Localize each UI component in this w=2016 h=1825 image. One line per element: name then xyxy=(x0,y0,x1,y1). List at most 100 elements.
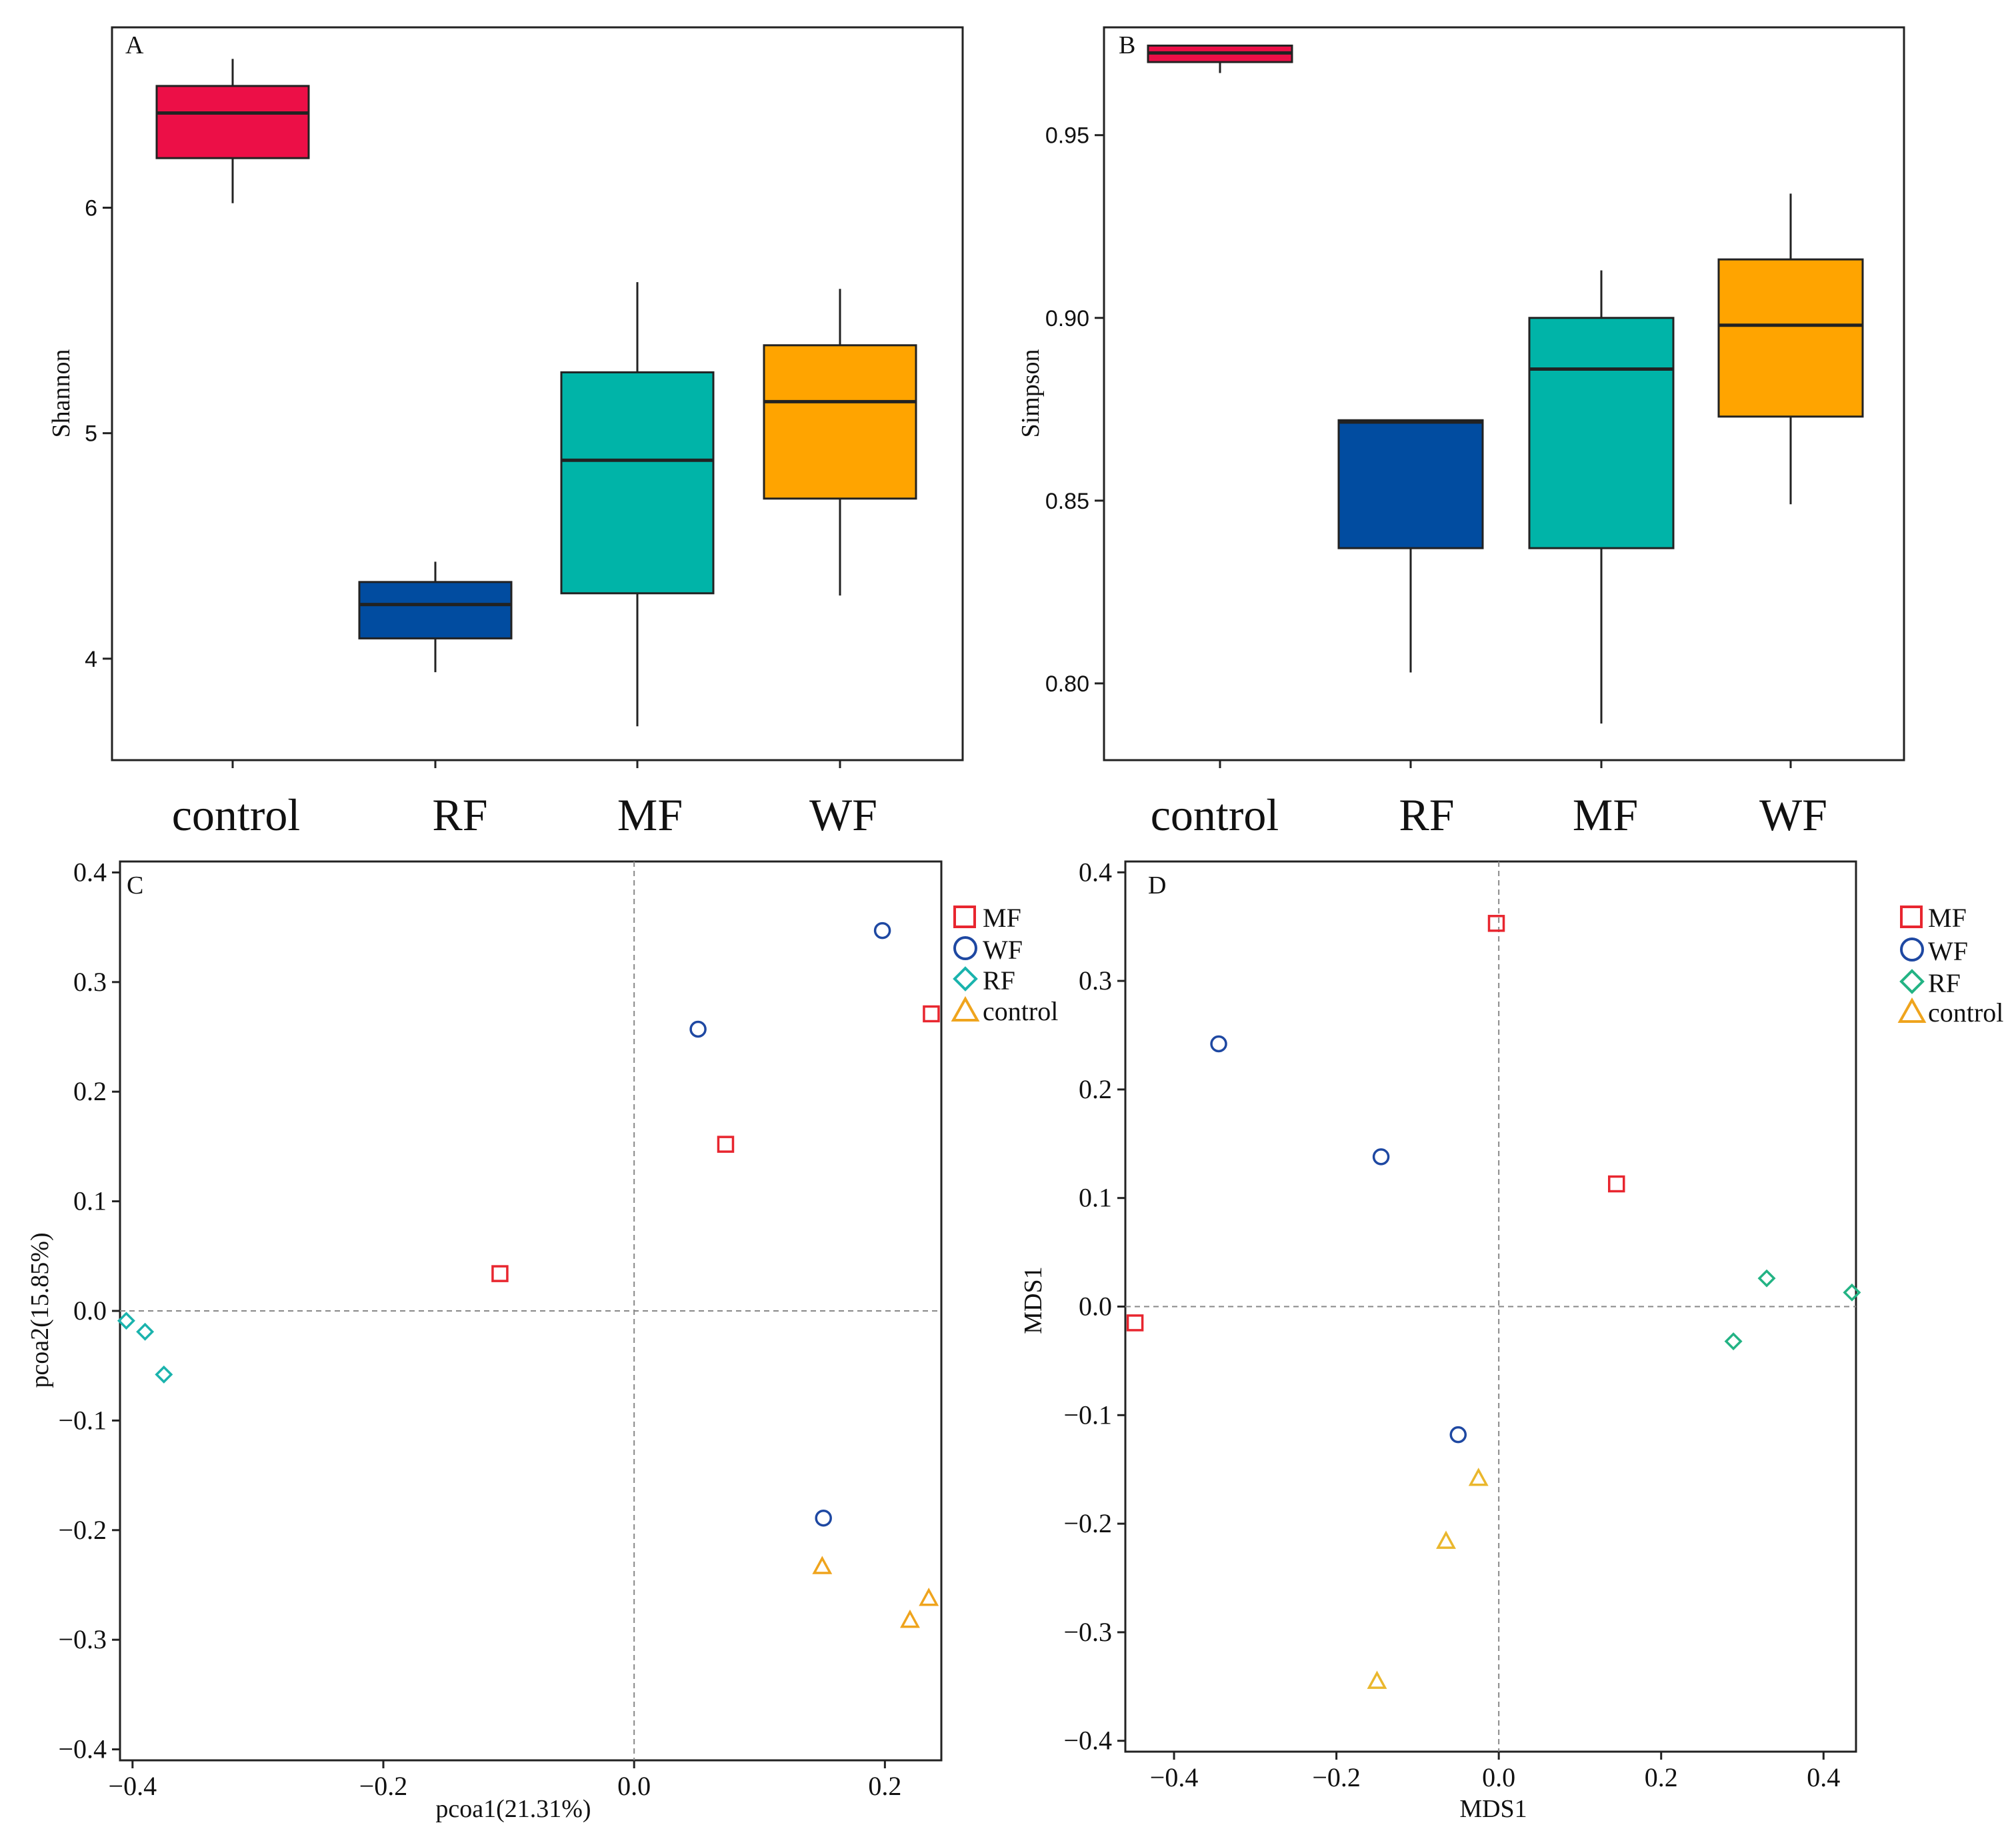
legend-label: MF xyxy=(1928,903,1967,933)
panel-c-reference-lines xyxy=(120,861,941,1760)
point-MF xyxy=(1126,1314,1144,1332)
y-tick-label: −0.1 xyxy=(1063,1400,1112,1430)
y-tick-label: −0.3 xyxy=(1063,1617,1112,1647)
point-MF xyxy=(1487,915,1505,932)
panel-c-points xyxy=(117,922,940,1628)
panel-c-legend-item: WF xyxy=(953,935,1023,965)
panel-d-xlabel: MDS1 xyxy=(1459,1795,1527,1823)
y-tick-label: 6 xyxy=(85,196,97,221)
panel-d-points xyxy=(1126,915,1861,1689)
panel-b-categories: control RF MF WF xyxy=(1151,789,1827,840)
panel-c-axes: 0.4 0.3 0.2 0.1 0.0 −0.1 −0.2 −0.3 −0.4−0.4 −0.2 0… xyxy=(58,857,901,1801)
legend-label: control xyxy=(1928,998,2003,1028)
legend-square-marker xyxy=(1900,905,1923,928)
y-tick-label: −0.1 xyxy=(58,1405,107,1435)
point-WF xyxy=(873,922,891,940)
y-tick-label: 4 xyxy=(85,647,97,672)
panel-d-ylabel: MDS1 xyxy=(1019,1266,1047,1334)
y-tick-label: −0.3 xyxy=(58,1624,107,1654)
panel-c-legend-item: MF xyxy=(953,903,1021,933)
point-RF xyxy=(1843,1283,1861,1302)
panel-d-legend-item: control xyxy=(1897,997,2003,1028)
box-WF xyxy=(763,289,917,768)
y-tick-label: 0.85 xyxy=(1045,489,1089,514)
panel-a-y-axis: 4 5 6 xyxy=(85,196,112,672)
legend-label: RF xyxy=(983,966,1015,996)
y-tick-label: 0.90 xyxy=(1045,306,1089,331)
y-tick-label: −0.2 xyxy=(1063,1508,1112,1538)
panel-d-legend-item: MF xyxy=(1900,903,1967,933)
panel-c-ylabel: pcoa2(15.85%) xyxy=(26,1232,54,1388)
legend-label: WF xyxy=(983,935,1023,965)
box-RF xyxy=(358,561,513,768)
point-control xyxy=(812,1556,833,1574)
point-WF xyxy=(689,1020,707,1038)
y-tick-label: 0.0 xyxy=(73,1296,107,1326)
y-tick-label: 0.2 xyxy=(73,1076,107,1106)
point-MF xyxy=(923,1005,940,1023)
panel-a-category-label: WF xyxy=(809,789,877,840)
panel-d-axes: 0.4 0.3 0.2 0.1 0.0 −0.1 −0.2 −0.3 −0.4 −0.4 −0.2 0… xyxy=(1063,857,1840,1792)
point-MF xyxy=(1608,1175,1625,1193)
y-tick-label: 0.4 xyxy=(73,857,107,887)
panel-a-frame xyxy=(111,26,964,761)
point-WF xyxy=(815,1509,832,1527)
y-tick-label: −0.4 xyxy=(58,1734,107,1764)
panel-b-ylabel: Simpson xyxy=(1017,349,1045,437)
legend-label: control xyxy=(983,996,1058,1026)
x-tick-label: 0.2 xyxy=(1645,1762,1678,1792)
panel-c-xlabel: pcoa1(21.31%) xyxy=(435,1795,591,1823)
box-body xyxy=(1528,317,1675,549)
x-tick-label: 0.0 xyxy=(1482,1762,1515,1792)
point-RF xyxy=(117,1312,135,1330)
panel-b-y-axis: 0.80 0.85 0.90 0.95 xyxy=(1045,123,1104,697)
point-RF xyxy=(1757,1269,1776,1288)
box-body xyxy=(763,344,917,500)
legend-label: RF xyxy=(1928,968,1961,998)
point-control xyxy=(1367,1670,1387,1689)
point-RF xyxy=(155,1365,173,1384)
point-control xyxy=(900,1609,920,1628)
box-body xyxy=(560,371,715,595)
y-tick-label: −0.4 xyxy=(1063,1726,1112,1756)
point-WF xyxy=(1210,1035,1227,1053)
y-tick-label: 0.3 xyxy=(73,967,107,997)
box-MF xyxy=(560,282,715,768)
x-tick-label: 0.2 xyxy=(868,1771,901,1801)
panel-d-legend-item: RF xyxy=(1899,968,1961,998)
panel-b-simpson-boxplot: B Simpson 0.80 0.85 0.90 0.95 control RF MF… xyxy=(1017,26,1905,840)
y-tick-label: 0.1 xyxy=(1079,1183,1112,1213)
panel-a-ylabel: Shannon xyxy=(47,349,75,438)
legend-circle-marker xyxy=(1900,938,1924,962)
y-tick-label: 0.4 xyxy=(1079,857,1112,887)
panel-d-letter: D xyxy=(1148,871,1166,899)
panel-d-reference-lines xyxy=(1125,861,1856,1752)
x-tick-label: −0.2 xyxy=(1312,1762,1361,1792)
panel-b-category-label: WF xyxy=(1759,789,1827,840)
panel-c-pcoa-scatter: C 0.4 0.3 0.2 0.1 0.0 −0.1 −0.2 −0.3 −0.4−0.4 −0.… xyxy=(26,857,1058,1823)
legend-label: MF xyxy=(983,903,1021,933)
legend-circle-marker xyxy=(953,936,977,960)
box-WF xyxy=(1717,193,1864,768)
x-tick-label: −0.2 xyxy=(359,1771,408,1801)
panel-a-categories: control RF MF WF xyxy=(172,789,877,840)
y-tick-label: 0.2 xyxy=(1079,1074,1112,1104)
y-tick-label: 0.80 xyxy=(1045,671,1089,697)
panel-a-category-label: RF xyxy=(432,789,487,840)
point-WF xyxy=(1372,1148,1390,1166)
panel-b-letter: B xyxy=(1119,31,1135,59)
panel-a-category-label: control xyxy=(172,789,301,840)
point-control xyxy=(1468,1468,1489,1486)
point-MF xyxy=(491,1265,509,1282)
panel-b-category-label: MF xyxy=(1573,789,1638,840)
x-tick-label: −0.4 xyxy=(109,1771,157,1801)
panel-c-legend-item: RF xyxy=(953,966,1015,996)
y-tick-label: 0.3 xyxy=(1079,966,1112,996)
y-tick-label: 0.1 xyxy=(73,1186,107,1216)
point-control xyxy=(919,1588,939,1606)
panel-b-category-label: RF xyxy=(1399,789,1454,840)
panel-c-legend-item: control xyxy=(951,996,1058,1026)
x-tick-label: −0.4 xyxy=(1150,1762,1199,1792)
panel-a-letter: A xyxy=(125,31,144,59)
y-tick-label: −0.2 xyxy=(58,1515,107,1545)
